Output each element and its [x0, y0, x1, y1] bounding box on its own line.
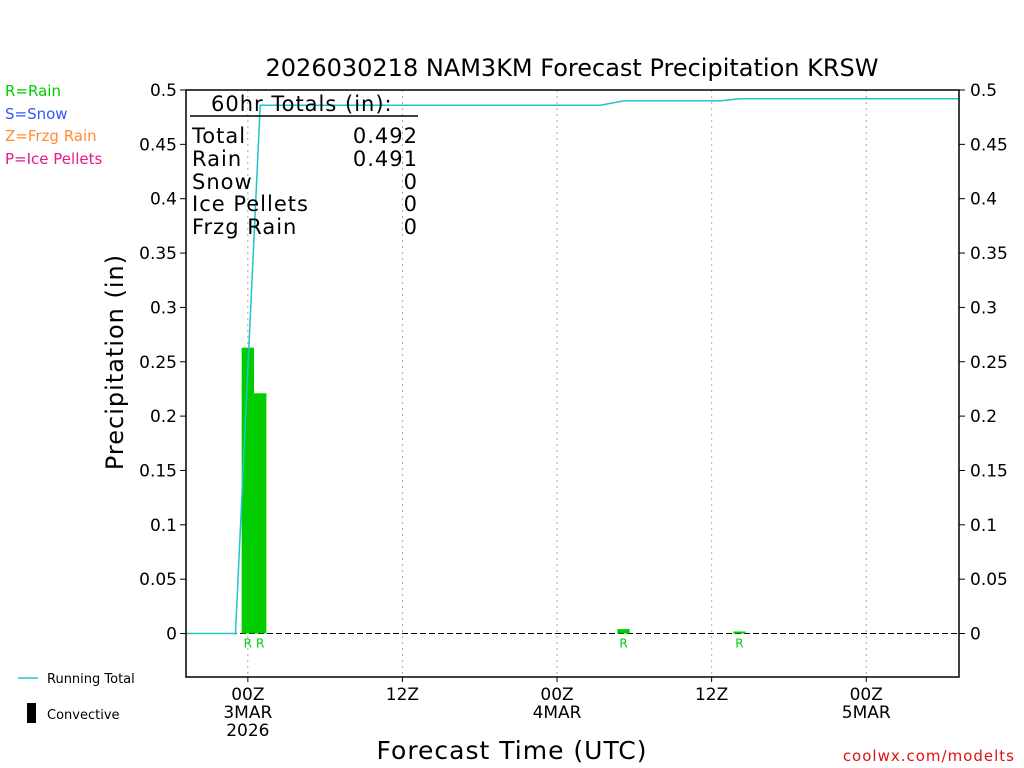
type-legend-snow: S=Snow — [5, 105, 68, 123]
precip-type-label: R — [244, 637, 252, 651]
y-tick-label-right: 0 — [970, 625, 981, 645]
y-tick-label-right: 0.05 — [970, 570, 1008, 590]
x-tick-label: 5MAR — [842, 703, 891, 723]
y-tick-label-left: 0.45 — [139, 135, 177, 155]
y-tick-label-right: 0.15 — [970, 461, 1008, 481]
totals-label-rain: Rain — [192, 147, 242, 171]
y-tick-label-right: 0.3 — [970, 298, 997, 318]
totals-label-snow: Snow — [192, 170, 253, 194]
x-tick-label: 12Z — [386, 685, 419, 705]
y-axis-left-ticks: 0 0.05 0.1 0.15 0.2 0.25 0.3 0.35 0.4 0.45 0.5 — [139, 81, 186, 645]
precip-bar — [733, 631, 746, 634]
y-tick-label-right: 0.4 — [970, 190, 997, 210]
x-tick-label: 00Z — [540, 685, 573, 705]
y-tick-label-right: 0.25 — [970, 353, 1008, 373]
y-tick-label-left: 0.5 — [150, 81, 177, 101]
totals-box: 60hr Totals (in): Total 0.492 Rain 0.491… — [190, 92, 418, 239]
convective-legend-label: Convective — [47, 708, 120, 723]
y-tick-label-left: 0.3 — [150, 298, 177, 318]
x-tick-label: 2026 — [226, 721, 269, 741]
y-tick-label-left: 0.05 — [139, 570, 177, 590]
precip-type-label: R — [619, 637, 627, 651]
y-tick-label-right: 0.2 — [970, 407, 997, 427]
type-legend-ice-pellets: P=Ice Pellets — [5, 150, 102, 168]
x-axis-label: Forecast Time (UTC) — [377, 736, 648, 765]
y-tick-label-left: 0.2 — [150, 407, 177, 427]
y-tick-label-right: 0.1 — [970, 516, 997, 536]
precip-type-label: R — [735, 637, 743, 651]
y-axis-label: Precipitation (in) — [101, 254, 129, 470]
x-tick-label: 12Z — [695, 685, 728, 705]
series-legend: Running Total Convective — [18, 672, 135, 723]
grid-lines — [247, 90, 867, 677]
type-legend-rain: R=Rain — [5, 82, 61, 100]
totals-heading: 60hr Totals (in): — [211, 92, 393, 116]
running-total-line — [186, 97, 959, 635]
y-tick-label-left: 0.25 — [139, 353, 177, 373]
type-legend-frzg-rain: Z=Frzg Rain — [5, 127, 97, 145]
y-tick-label-left: 0.35 — [139, 244, 177, 264]
y-tick-label-right: 0.5 — [970, 81, 997, 101]
totals-value-snow: 0 — [404, 170, 418, 194]
totals-label-ice-pellets: Ice Pellets — [192, 192, 309, 216]
source-credit: coolwx.com/modelts — [843, 747, 1015, 765]
precip-type-label: R — [256, 637, 264, 651]
y-tick-label-left: 0.1 — [150, 516, 177, 536]
y-axis-right-ticks: 0 0.05 0.1 0.15 0.2 0.25 0.3 0.35 0.4 0.45 0.5 — [959, 81, 1008, 645]
x-tick-label: 3MAR — [223, 703, 272, 723]
y-tick-label-right: 0.45 — [970, 135, 1008, 155]
totals-label-total: Total — [191, 124, 246, 148]
totals-value-frzg-rain: 0 — [404, 215, 418, 239]
plot-frame — [185, 89, 960, 678]
y-tick-label-left: 0 — [166, 625, 177, 645]
x-tick-label: 00Z — [231, 685, 264, 705]
type-legend: R=Rain S=Snow Z=Frzg Rain P=Ice Pellets — [5, 82, 102, 168]
running-total-legend-label: Running Total — [47, 672, 135, 687]
y-tick-label-left: 0.15 — [139, 461, 177, 481]
totals-label-frzg-rain: Frzg Rain — [192, 215, 297, 239]
precip-bar — [254, 393, 267, 634]
precip-bar — [241, 347, 255, 634]
x-tick-label: 00Z — [850, 685, 883, 705]
y-tick-label-left: 0.4 — [150, 190, 177, 210]
chart-title: 2026030218 NAM3KM Forecast Precipitation… — [266, 54, 879, 82]
totals-value-rain: 0.491 — [353, 147, 418, 171]
totals-value-ice-pellets: 0 — [404, 192, 418, 216]
totals-value-total: 0.492 — [353, 124, 418, 148]
y-tick-label-right: 0.35 — [970, 244, 1008, 264]
precip-bar — [617, 629, 630, 634]
convective-legend-swatch — [27, 703, 36, 723]
x-tick-label: 4MAR — [533, 703, 582, 723]
